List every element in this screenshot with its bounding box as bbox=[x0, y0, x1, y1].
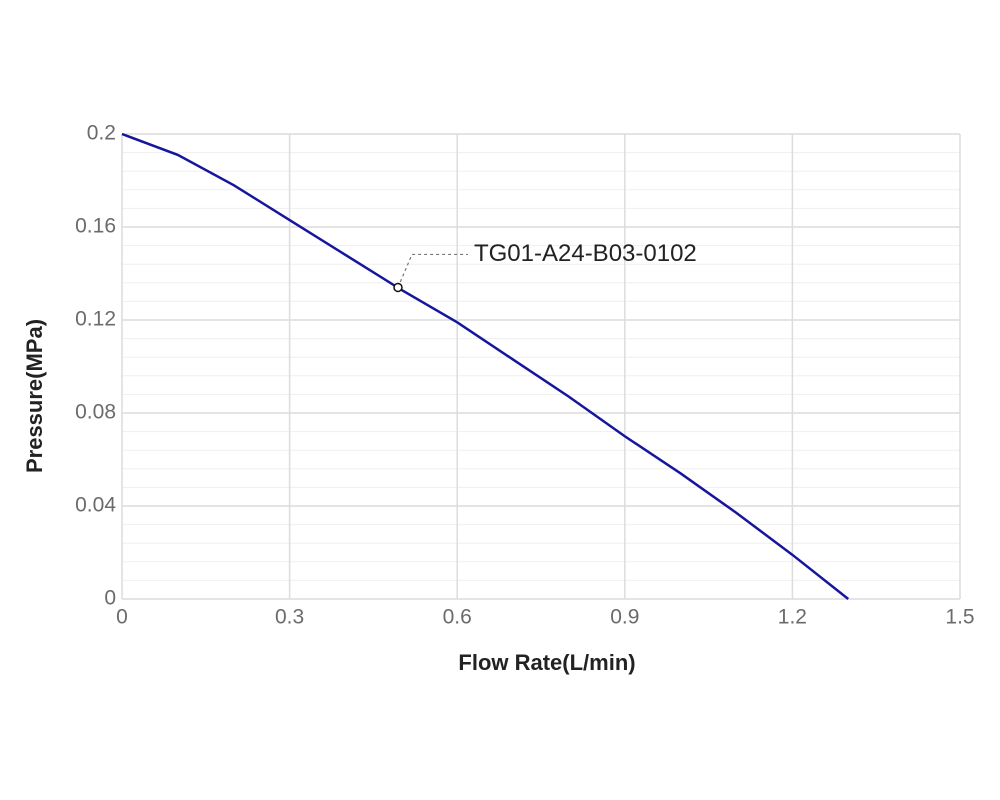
x-tick-label: 0.6 bbox=[443, 606, 472, 629]
y-tick-label: 0.2 bbox=[87, 122, 116, 145]
x-tick-label: 0.9 bbox=[610, 606, 639, 629]
annotation-marker bbox=[393, 282, 403, 293]
y-tick-label: 0.04 bbox=[75, 494, 116, 517]
x-tick-label: 1.5 bbox=[945, 606, 974, 629]
y-axis-title: Pressure(MPa) bbox=[22, 319, 47, 473]
annotation-leader bbox=[397, 253, 468, 288]
y-tick-label: 0.08 bbox=[75, 401, 116, 424]
x-tick-label: 1.2 bbox=[778, 606, 807, 629]
annotation-label: TG01-A24-B03-0102 bbox=[474, 240, 697, 267]
x-tick-label: 0 bbox=[116, 606, 128, 629]
y-tick-label: 0.12 bbox=[75, 308, 116, 331]
x-axis-title: Flow Rate(L/min) bbox=[458, 650, 635, 675]
x-tick-label: 0.3 bbox=[275, 606, 304, 629]
y-tick-label: 0.16 bbox=[75, 215, 116, 238]
data-line bbox=[121, 132, 850, 600]
y-tick-label: 0 bbox=[104, 587, 116, 610]
